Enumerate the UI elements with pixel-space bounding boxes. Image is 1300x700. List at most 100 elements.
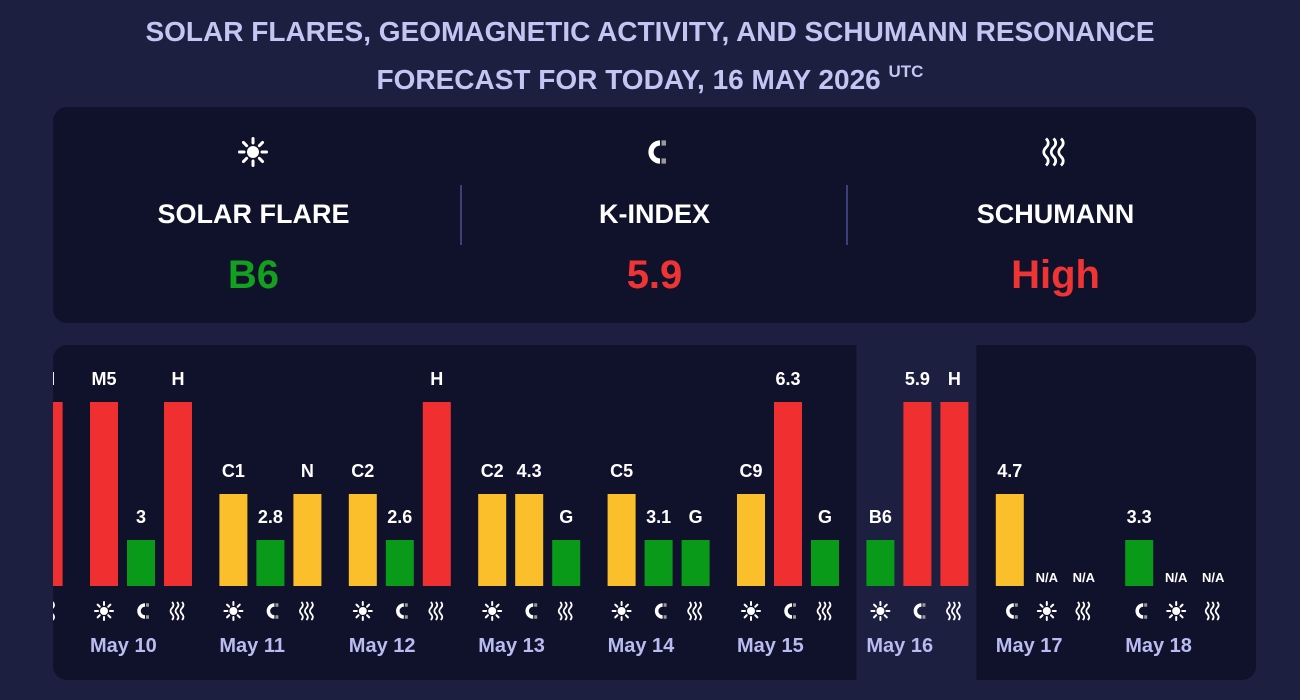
summary-value: 5.9 [626, 253, 683, 297]
bar-label: 2.8 [258, 507, 283, 527]
icon-part [883, 614, 888, 619]
icon-part [236, 614, 241, 619]
icon-part [1057, 137, 1065, 167]
icon-part [614, 614, 619, 619]
schumann-icon [299, 601, 314, 621]
icon-part [174, 601, 180, 621]
bar-label: H [53, 369, 55, 389]
bar-label: 3.1 [646, 507, 671, 527]
icon-part [366, 603, 371, 608]
title-line: SOLAR FLARES, GEOMAGNETIC ACTIVITY, AND … [145, 16, 1155, 47]
icon-part [257, 140, 265, 148]
icon-part [241, 156, 249, 164]
schumann-icon [557, 601, 573, 621]
summary-label: SOLAR FLARE [157, 199, 350, 229]
kindex-icon [648, 140, 666, 164]
kindex-icon [913, 603, 926, 619]
icon-part [179, 601, 185, 621]
icon-part [1204, 601, 1210, 621]
icon-part [1039, 603, 1044, 608]
flare-icon [223, 601, 244, 621]
icon-part [1209, 601, 1215, 621]
flare-icon [94, 601, 114, 621]
icon-part [624, 603, 629, 608]
icon-part [826, 601, 832, 621]
summary-item: SCHUMANN High [855, 107, 1256, 323]
icon-part [309, 601, 314, 621]
icon-part [821, 601, 827, 621]
flare-icon [741, 601, 761, 621]
icon-part [304, 601, 309, 621]
summary-label: SCHUMANN [976, 199, 1135, 229]
schumann-icon [816, 601, 832, 621]
schumann-icon [53, 601, 55, 621]
date-label: May 13 [478, 635, 545, 657]
icon-part [241, 140, 249, 148]
date-label: May 12 [349, 635, 416, 657]
kindex-icon [784, 603, 796, 619]
flare-icon [1036, 601, 1057, 621]
icon-part [226, 603, 231, 608]
icon-part [1179, 603, 1184, 608]
bar-label: N [301, 461, 314, 481]
kindex-icon [137, 603, 149, 619]
icon-part [100, 607, 108, 615]
icon-part [1168, 603, 1173, 608]
title-text: FORECAST FOR TODAY, 16 MAY 2026 [376, 64, 881, 95]
bar-label: N/A [1073, 570, 1096, 585]
icon-part [956, 601, 961, 621]
forecast-strip: H May 10 M5 3 H May 11 C1 2.8 N May 12 C2 2.6 H May 1… [53, 345, 1256, 680]
bar [866, 540, 895, 586]
bar [164, 402, 192, 586]
flare-icon [352, 601, 373, 621]
icon-part [1080, 601, 1086, 621]
kindex-icon [1006, 603, 1018, 619]
date-label: May 11 [219, 635, 285, 657]
date-label: May 14 [608, 635, 676, 657]
icon-part [648, 140, 661, 164]
icon-part [567, 601, 573, 621]
summary-card: SOLAR FLARE B6 K-INDEX 5.9 SCHUMANN High [53, 107, 1256, 323]
icon-part [873, 603, 878, 608]
date-label: May 16 [866, 635, 933, 657]
bar [90, 402, 118, 586]
kindex-icon [1135, 603, 1148, 619]
bar [385, 540, 414, 586]
icon-part [913, 603, 922, 619]
icon-part [169, 601, 175, 621]
summary-item: K-INDEX 5.9 [454, 107, 855, 323]
icon-part [495, 614, 500, 619]
icon-part [484, 603, 489, 608]
bar-label: C5 [610, 461, 633, 481]
icon-part [96, 614, 101, 619]
icon-part [743, 614, 748, 619]
bar-label: 3.3 [1127, 507, 1152, 527]
bar-label: C1 [222, 461, 245, 481]
date-label: May 15 [737, 635, 804, 657]
bar-label: M5 [91, 369, 116, 389]
icon-part [747, 607, 755, 615]
bar [478, 494, 507, 586]
bar [515, 494, 544, 586]
icon-part [784, 603, 793, 619]
icon-part [1050, 614, 1055, 619]
schumann-icon [1042, 137, 1065, 167]
bar [422, 402, 451, 586]
bar-label: C2 [351, 461, 374, 481]
date-label: May 18 [1125, 635, 1192, 657]
icon-part [1179, 614, 1184, 619]
bar-label: G [818, 507, 832, 527]
bar [607, 494, 636, 586]
divider [846, 185, 848, 245]
flare-icon [870, 601, 891, 621]
icon-part [1050, 603, 1055, 608]
bar-label: C2 [481, 461, 504, 481]
title: SOLAR FLARES, GEOMAGNETIC ACTIVITY, AND … [0, 12, 1300, 100]
icon-part [96, 603, 101, 608]
strip-bg [53, 345, 1256, 680]
icon-part [438, 601, 444, 621]
icon-part [107, 614, 112, 619]
bar [644, 540, 673, 586]
bar-label: G [689, 507, 703, 527]
date-label: May 17 [996, 635, 1063, 657]
